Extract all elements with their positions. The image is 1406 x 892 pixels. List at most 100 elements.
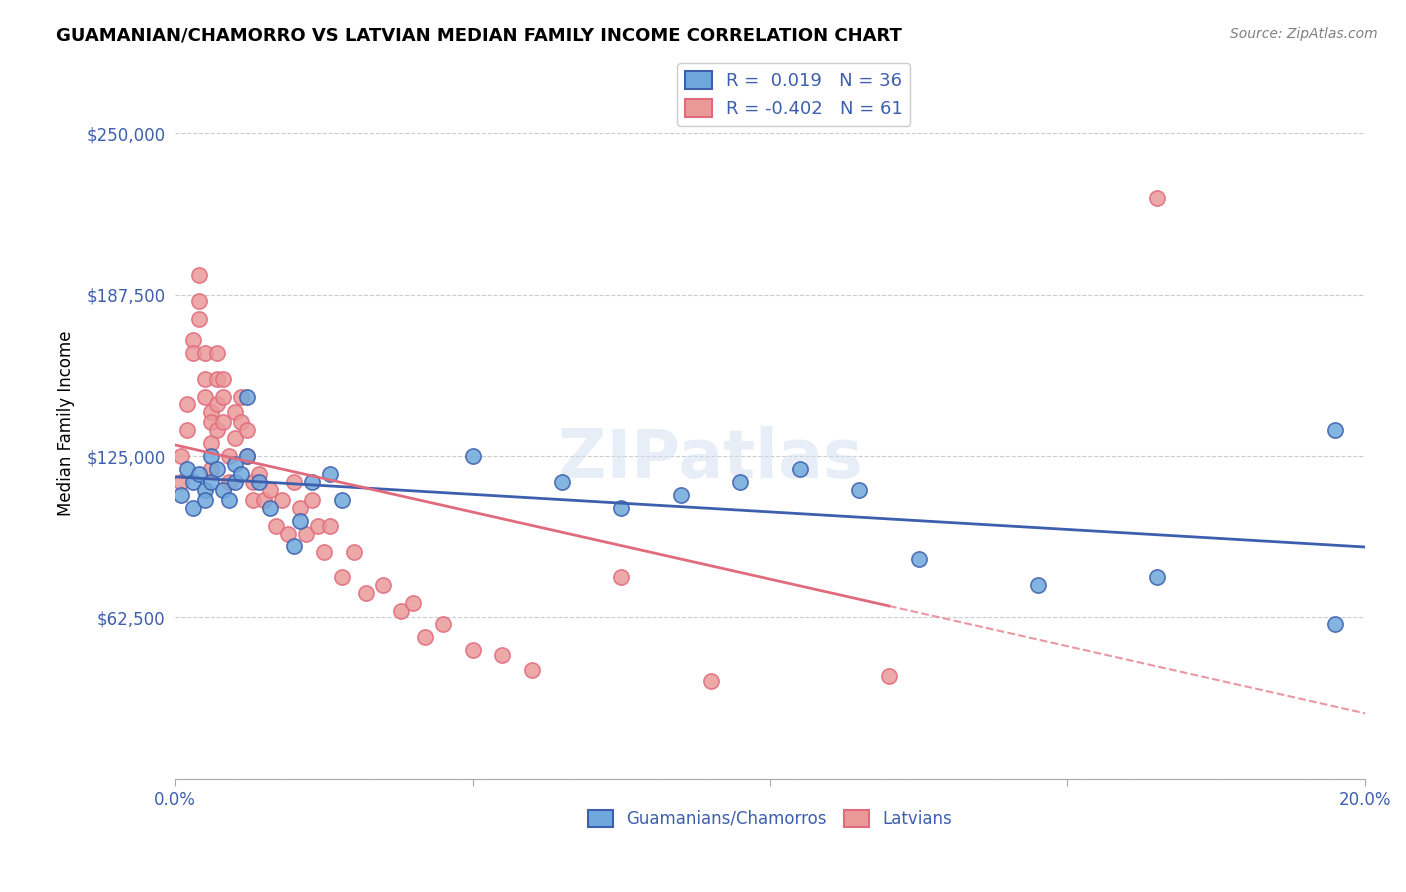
- Point: [259, 483, 281, 497]
- Point: [170, 475, 193, 489]
- Point: [610, 500, 633, 515]
- Point: [271, 492, 294, 507]
- Point: [551, 475, 574, 489]
- Point: [188, 312, 211, 326]
- Point: [200, 416, 222, 430]
- Point: [402, 596, 425, 610]
- Point: [730, 475, 752, 489]
- Point: [224, 475, 246, 489]
- Point: [283, 475, 305, 489]
- Point: [1324, 616, 1347, 631]
- Point: [319, 518, 342, 533]
- Point: [253, 492, 276, 507]
- Point: [211, 371, 233, 385]
- Point: [354, 586, 377, 600]
- Point: [229, 416, 252, 430]
- Point: [188, 293, 211, 308]
- Point: [188, 268, 211, 282]
- Text: Source: ZipAtlas.com: Source: ZipAtlas.com: [1230, 27, 1378, 41]
- Point: [170, 449, 193, 463]
- Point: [181, 475, 204, 489]
- Point: [200, 475, 222, 489]
- Point: [907, 552, 929, 566]
- Point: [205, 345, 228, 359]
- Point: [218, 492, 240, 507]
- Point: [235, 423, 257, 437]
- Point: [170, 488, 193, 502]
- Point: [224, 457, 246, 471]
- Point: [235, 390, 257, 404]
- Point: [283, 540, 305, 554]
- Point: [205, 397, 228, 411]
- Point: [200, 449, 222, 463]
- Point: [307, 518, 329, 533]
- Point: [266, 518, 288, 533]
- Point: [194, 371, 217, 385]
- Point: [242, 475, 264, 489]
- Point: [200, 436, 222, 450]
- Point: [211, 416, 233, 430]
- Point: [205, 423, 228, 437]
- Point: [224, 431, 246, 445]
- Point: [211, 483, 233, 497]
- Point: [247, 475, 270, 489]
- Point: [218, 449, 240, 463]
- Point: [181, 500, 204, 515]
- Point: [432, 616, 454, 631]
- Point: [211, 390, 233, 404]
- Point: [373, 578, 395, 592]
- Point: [224, 405, 246, 419]
- Point: [194, 390, 217, 404]
- Point: [181, 333, 204, 347]
- Point: [235, 449, 257, 463]
- Point: [461, 642, 484, 657]
- Point: [699, 673, 721, 688]
- Y-axis label: Median Family Income: Median Family Income: [58, 331, 75, 516]
- Point: [1324, 423, 1347, 437]
- Text: ZIPatlas: ZIPatlas: [558, 426, 863, 492]
- Legend: Guamanians/Chamorros, Latvians: Guamanians/Chamorros, Latvians: [582, 803, 959, 835]
- Point: [669, 488, 692, 502]
- Point: [218, 475, 240, 489]
- Point: [1146, 570, 1168, 584]
- Point: [301, 492, 323, 507]
- Point: [176, 397, 198, 411]
- Point: [205, 371, 228, 385]
- Point: [389, 604, 412, 618]
- Text: GUAMANIAN/CHAMORRO VS LATVIAN MEDIAN FAMILY INCOME CORRELATION CHART: GUAMANIAN/CHAMORRO VS LATVIAN MEDIAN FAM…: [56, 27, 903, 45]
- Point: [205, 462, 228, 476]
- Point: [288, 514, 311, 528]
- Point: [330, 570, 353, 584]
- Point: [188, 467, 211, 481]
- Point: [277, 526, 299, 541]
- Point: [181, 345, 204, 359]
- Point: [491, 648, 513, 662]
- Point: [1026, 578, 1049, 592]
- Point: [194, 492, 217, 507]
- Point: [176, 462, 198, 476]
- Point: [1146, 191, 1168, 205]
- Point: [301, 475, 323, 489]
- Point: [295, 526, 318, 541]
- Point: [330, 492, 353, 507]
- Point: [200, 462, 222, 476]
- Point: [229, 467, 252, 481]
- Point: [247, 467, 270, 481]
- Point: [194, 483, 217, 497]
- Point: [194, 345, 217, 359]
- Point: [520, 664, 543, 678]
- Point: [877, 668, 900, 682]
- Point: [259, 500, 281, 515]
- Point: [242, 492, 264, 507]
- Point: [312, 544, 335, 558]
- Point: [343, 544, 366, 558]
- Point: [235, 449, 257, 463]
- Point: [229, 390, 252, 404]
- Point: [413, 630, 436, 644]
- Point: [200, 405, 222, 419]
- Point: [319, 467, 342, 481]
- Point: [610, 570, 633, 584]
- Point: [288, 500, 311, 515]
- Point: [848, 483, 870, 497]
- Point: [461, 449, 484, 463]
